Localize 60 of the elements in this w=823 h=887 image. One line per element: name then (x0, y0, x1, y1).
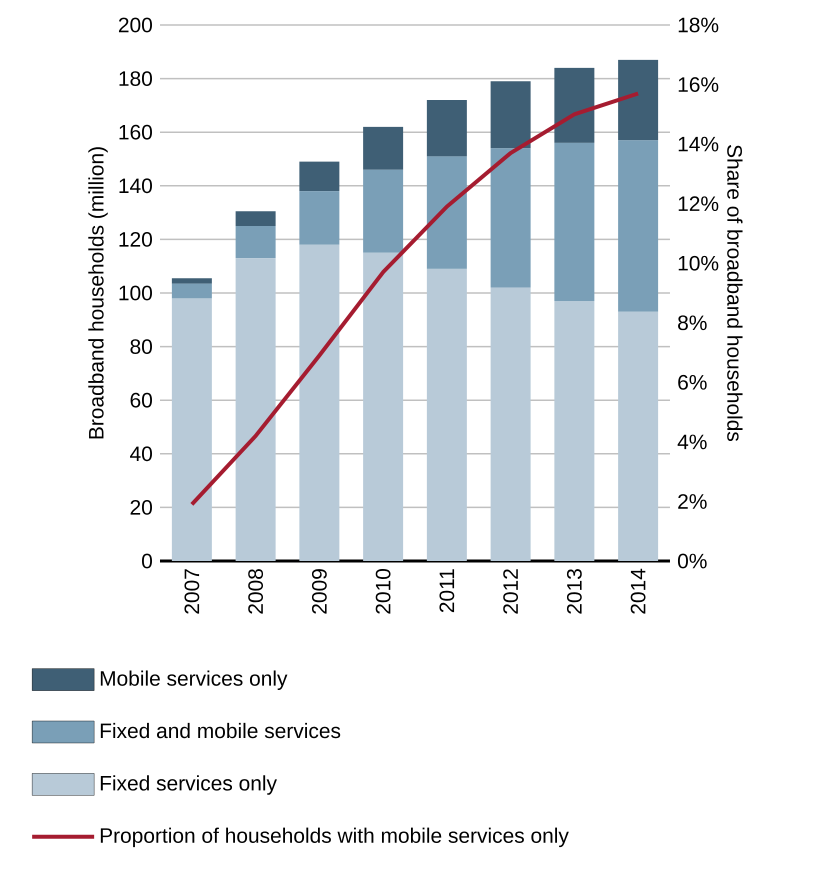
bar (426, 268, 467, 561)
x-tick-label: 2012 (503, 569, 518, 614)
line-series (190, 91, 640, 506)
x-tick-label: 2009 (312, 569, 327, 614)
bar (236, 258, 276, 561)
bar (490, 288, 531, 561)
bar (426, 100, 467, 156)
bar (236, 226, 276, 258)
y-tick-label: 200 (118, 18, 152, 32)
y2-tick-label: 12% (678, 196, 718, 212)
bar (363, 126, 404, 170)
bar (172, 298, 212, 561)
y-tick-label: 20 (130, 500, 152, 515)
x-tick-label: 2014 (630, 568, 646, 614)
y-tick-label: 40 (130, 446, 152, 462)
bar (426, 156, 467, 269)
bar (299, 162, 340, 192)
bar (554, 301, 594, 561)
y2-tick-label: 2% (678, 494, 707, 509)
legend-label: Proportion of households with mobile services only (100, 828, 569, 848)
y2-tick-label: 6% (678, 374, 707, 390)
y2-tick-label: 0% (678, 554, 707, 568)
bar (172, 284, 212, 298)
bar (363, 170, 404, 253)
y-tick-label: 100 (120, 286, 152, 300)
y-tick-label: 160 (120, 124, 152, 140)
y-tick-label: 80 (130, 339, 152, 354)
y-tick-label: 120 (120, 232, 152, 247)
y-tick-label: 60 (130, 392, 152, 408)
y-axis-title: Broadband households (million) (88, 147, 108, 438)
x-tick-label: 2007 (184, 569, 200, 614)
x-tick-label: 2011 (439, 569, 454, 612)
bar (236, 211, 276, 226)
y-tick-label: 140 (120, 178, 152, 194)
bar (618, 312, 658, 561)
y2-tick-label: 14% (678, 136, 718, 152)
legend-label: Fixed services only (100, 775, 277, 795)
y2-tick-label: 10% (678, 256, 718, 271)
bar (490, 81, 531, 148)
bar (618, 60, 658, 140)
legend-label: Fixed and mobile services (100, 722, 340, 738)
x-tick-label: 2008 (248, 569, 264, 614)
y2-tick-label: 4% (678, 434, 707, 450)
bar (618, 140, 658, 312)
y-tick-label: 0 (142, 554, 152, 568)
bar (299, 191, 340, 245)
y2-tick-label: 8% (678, 315, 707, 330)
bar (554, 142, 594, 302)
y2-tick-label: 18% (678, 18, 718, 32)
bar (363, 252, 404, 561)
bar (172, 278, 212, 284)
y-tick-label: 180 (120, 71, 152, 86)
y2-tick-label: 16% (678, 77, 718, 92)
y2-axis-title: Share of broadband households (727, 145, 743, 442)
bar (554, 68, 594, 143)
legend-label: Mobile services only (100, 670, 288, 690)
bar (490, 148, 531, 288)
x-tick-label: 2013 (566, 569, 582, 614)
bar (299, 244, 340, 561)
x-tick-label: 2010 (376, 569, 391, 614)
